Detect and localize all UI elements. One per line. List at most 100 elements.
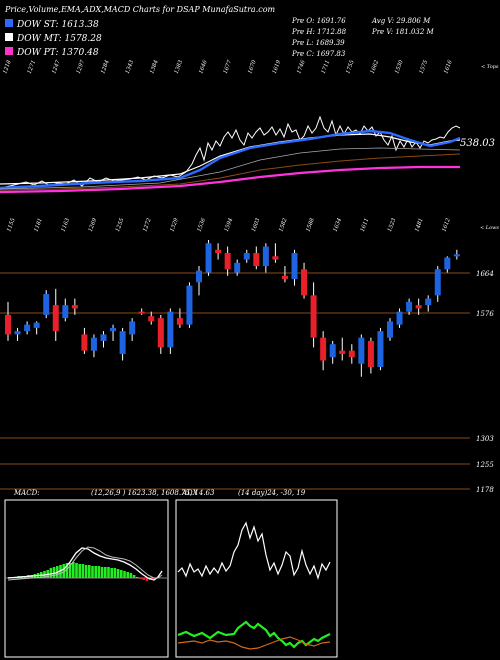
low-tick-label: 1611 (360, 217, 370, 232)
adx-label: ADX (181, 489, 199, 497)
candle-body (281, 275, 288, 280)
top-tick-label: 1384 (149, 59, 160, 75)
low-tick-label: 1594 (224, 217, 235, 233)
candle-body (377, 331, 384, 367)
candle-body (52, 305, 59, 332)
level-label: 1576 (476, 310, 494, 318)
low-tick-labels: 1155 1181 1163 1269 1255 1272 1329 1536 1594 1603… (6, 217, 452, 233)
macd-bar (139, 578, 142, 579)
legend: DOW ST: 1613.38 DOW MT: 1578.28 DOW PT: … (5, 19, 102, 58)
stat-close: Pre C: 1697.83 (291, 50, 346, 58)
candle-body (253, 253, 260, 267)
macd-bar (75, 563, 78, 578)
macd-bar (81, 564, 85, 578)
top-tick-label: 1530 (394, 59, 405, 75)
candle-body (320, 337, 327, 361)
candle-body (224, 253, 231, 270)
macd-line (7, 547, 163, 581)
candle-body (90, 337, 97, 351)
price-panel: < Lows 1155 1181 1163 1269 1255 1272 1329 1536 1… (0, 217, 499, 494)
candle-body (396, 311, 403, 325)
top-tick-label: 1343 (125, 59, 136, 75)
ema-fast-line (0, 129, 461, 190)
candle-body (71, 305, 78, 309)
top-tick-label: 1575 (419, 59, 430, 75)
candle-body (425, 298, 432, 306)
adx-values: (14 day)24, -30, 19 (238, 489, 306, 497)
macd-label: MACD: (13, 489, 40, 497)
adx-line (177, 521, 331, 581)
legend-swatch-st (5, 19, 13, 27)
macd-bar (152, 578, 155, 579)
adx-panel: ADX (14 day)24, -30, 19 (175, 489, 338, 658)
top-tick-label: 1383 (174, 59, 185, 75)
top-tick-label: 1662 (370, 59, 381, 75)
top-tick-label: 1755 (345, 59, 356, 75)
candle-body (444, 257, 451, 270)
macd-bar (100, 567, 104, 578)
top-tick-label: 1218 (2, 59, 13, 75)
level-label: 1303 (476, 435, 494, 443)
top-tick-label: 1677 (223, 59, 234, 75)
macd-bar (72, 562, 75, 578)
macd-bar (116, 569, 120, 578)
top-tick-label: 1297 (76, 59, 87, 75)
candle-body (196, 270, 202, 283)
candle-body (234, 262, 241, 273)
macd-bar (145, 578, 149, 581)
low-tick-label: 1481 (414, 217, 424, 232)
macd-signal-line (7, 546, 163, 581)
legend-mt: DOW MT: 1578.28 (16, 34, 102, 44)
top-tick-label: 1271 (27, 59, 37, 74)
candle-body (367, 340, 374, 367)
low-tick-label: 1612 (441, 217, 452, 233)
level-label: 1255 (476, 461, 494, 469)
low-tick-label: 1155 (6, 217, 17, 233)
top-tick-label: 1646 (198, 59, 209, 75)
macd-bar (104, 567, 107, 578)
low-tick-label: 1181 (33, 217, 43, 232)
candle-body (358, 337, 365, 364)
top-tick-label: 1619 (272, 59, 283, 75)
candle-body (453, 254, 460, 257)
stat-high: Pre H: 1712.88 (291, 28, 347, 36)
candle-body (5, 314, 11, 335)
candle-body (387, 321, 393, 338)
low-tick-label: 1255 (115, 217, 126, 233)
candle-body (272, 256, 279, 260)
low-tick-label: 1523 (387, 217, 398, 233)
candle-body (62, 305, 69, 319)
top-tick-label: 1616 (443, 59, 454, 75)
ema-long-line-2 (0, 147, 461, 190)
macd-bar (132, 575, 136, 578)
candle-body (262, 246, 269, 267)
macd-bar (84, 565, 88, 578)
candle-body (301, 269, 308, 296)
candles (5, 240, 460, 377)
macd-bar (78, 564, 81, 578)
low-tick-label: 1603 (251, 217, 262, 233)
ema-long-line (0, 153, 461, 191)
macd-bar (97, 566, 101, 578)
page-title: Price,Volume,EMA,ADX,MACD Charts for DSA… (4, 5, 276, 14)
legend-pt: DOW PT: 1370.48 (16, 48, 99, 58)
low-tick-label: 1588 (305, 217, 316, 233)
top-tick-label: 1746 (296, 59, 307, 75)
candle-body (205, 243, 212, 273)
stat-prev-volume: Pre V: 181.032 M (371, 28, 435, 36)
ema-panel: < Tops 1218 1271 1247 1297 1284 1343 1384 1383 1… (0, 59, 499, 194)
stats-block: Pre O: 1691.76 Pre H: 1712.88 Pre L: 168… (291, 17, 435, 58)
ema-slow-line (0, 165, 460, 194)
low-tick-label: 1536 (197, 217, 208, 233)
macd-bar (65, 563, 69, 578)
macd-bar (88, 565, 91, 578)
low-tick-label: 1329 (169, 217, 180, 233)
candle-body (14, 331, 21, 335)
candle-body (348, 350, 355, 358)
candle-body (329, 344, 336, 358)
candle-body (81, 334, 88, 351)
minus-di-line (177, 636, 331, 650)
candle-body (176, 318, 183, 325)
top-tick-labels: 1218 1271 1247 1297 1284 1343 1384 1383 1646 1677… (2, 59, 454, 75)
top-tick-label: 1247 (51, 59, 62, 75)
